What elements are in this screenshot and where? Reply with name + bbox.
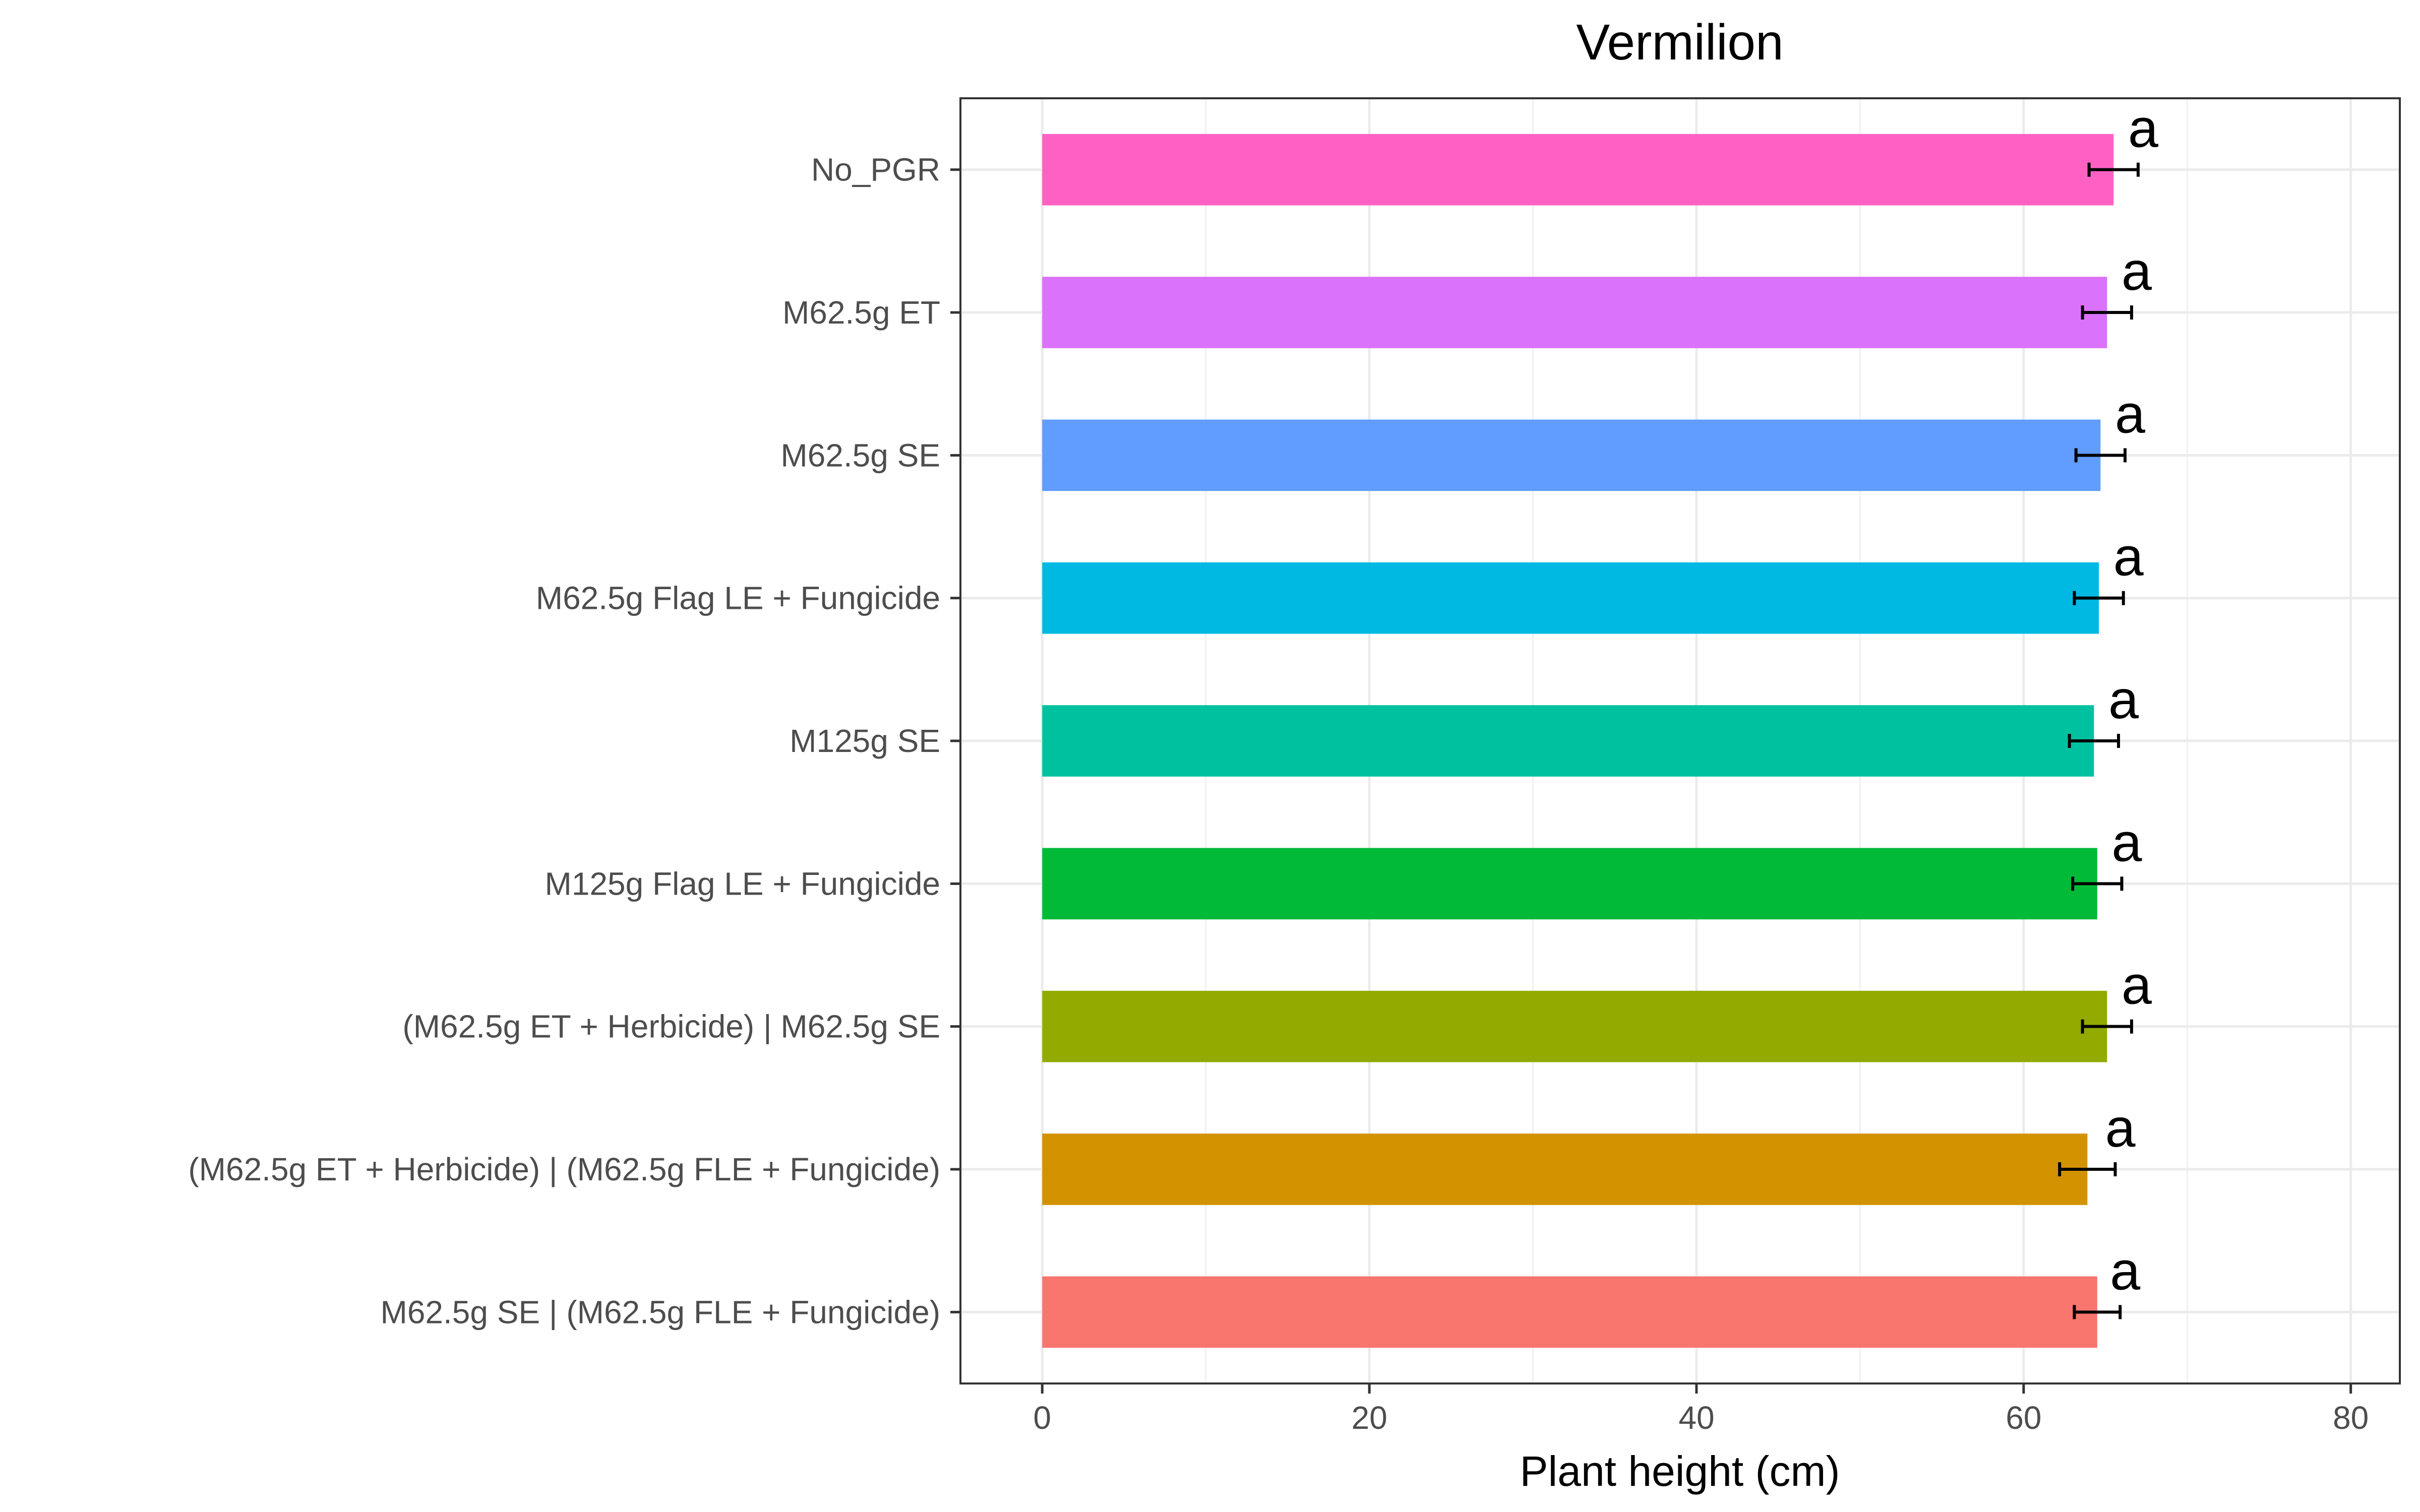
significance-label: a (2105, 1097, 2136, 1158)
y-axis: No_PGR M62.5g ET M62.5g SE M62.5g Flag LE +… (188, 152, 960, 1330)
bar (1042, 848, 2097, 920)
x-tick-label: 40 (1678, 1400, 1714, 1436)
bar (1042, 1276, 2097, 1348)
y-tick-label: M125g SE (790, 723, 940, 759)
bar (1042, 277, 2107, 348)
x-axis: 0 20 40 60 80 (1033, 1383, 2369, 1436)
significance-label: a (2108, 669, 2139, 730)
significance-label: a (2115, 383, 2146, 444)
y-tick-label: M125g Flag LE + Fungicide (545, 865, 940, 902)
significance-label: a (2122, 955, 2152, 1016)
y-tick-label: (M62.5g ET + Herbicide) | M62.5g SE (402, 1009, 940, 1045)
bar (1042, 990, 2107, 1062)
y-tick-label: M62.5g SE | (M62.5g FLE + Fungicide) (381, 1294, 941, 1330)
y-tick-label: M62.5g Flag LE + Fungicide (536, 580, 940, 616)
x-tick-label: 0 (1033, 1400, 1051, 1436)
y-tick-label: M62.5g ET (782, 294, 940, 331)
significance-label: a (2113, 526, 2144, 587)
y-tick-label: No_PGR (811, 152, 940, 188)
significance-label: a (2128, 98, 2159, 159)
significance-labels: a a a a a a a a a (2105, 98, 2158, 1301)
y-tick-label: (M62.5g ET + Herbicide) | (M62.5g FLE + … (188, 1151, 940, 1187)
y-tick-label: M62.5g SE (780, 437, 940, 473)
bar (1042, 134, 2114, 206)
bar (1042, 705, 2094, 777)
significance-label: a (2122, 240, 2152, 301)
significance-label: a (2110, 1240, 2141, 1301)
chart-title: Vermilion (1576, 14, 1783, 71)
x-tick-label: 80 (2333, 1400, 2369, 1436)
error-bars (2058, 162, 2140, 1319)
x-axis-title: Plant height (cm) (1520, 1447, 1840, 1495)
bar (1042, 1133, 2088, 1205)
bars (1042, 134, 2114, 1348)
x-tick-label: 60 (2006, 1400, 2041, 1436)
bar (1042, 562, 2099, 634)
significance-label: a (2111, 811, 2142, 872)
bar (1042, 419, 2101, 491)
x-tick-label: 20 (1351, 1400, 1387, 1436)
